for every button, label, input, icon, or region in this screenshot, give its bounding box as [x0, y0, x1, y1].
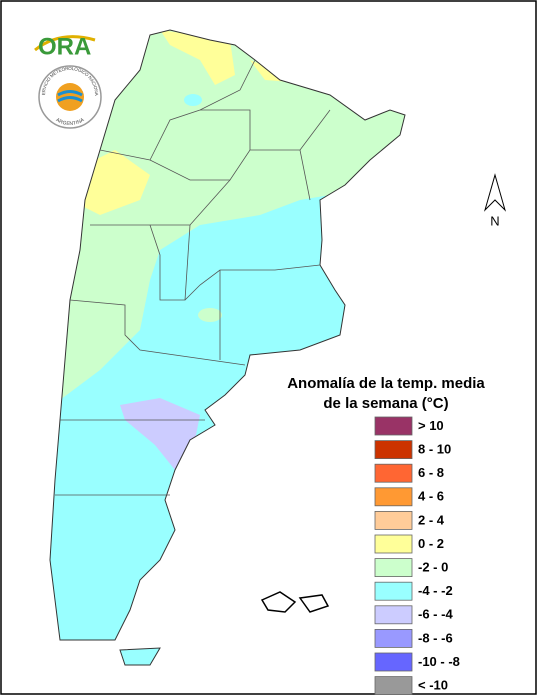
legend-label: 6 - 8	[418, 465, 444, 480]
falkland-islands	[260, 591, 330, 613]
legend-label: -10 - -8	[418, 654, 460, 669]
country-outline	[49, 29, 406, 641]
legend-label: 4 - 6	[418, 489, 444, 504]
legend-label: 2 - 4	[418, 512, 445, 527]
legend-swatch	[374, 605, 413, 625]
legend-swatch	[374, 510, 413, 530]
legend-label: 8 - 10	[418, 442, 451, 457]
logo-swoosh	[34, 35, 96, 52]
legend-swatch	[374, 440, 413, 460]
legend-swatch	[374, 534, 413, 554]
legend-label: < -10	[418, 678, 448, 693]
logo-text: ORA	[38, 33, 91, 60]
legend-swatch	[374, 629, 413, 648]
seal-waves	[57, 90, 83, 103]
legend-title: Anomalía de la temp. media	[287, 375, 485, 392]
legend-swatch	[374, 463, 413, 483]
legend-label: -4 - -2	[418, 583, 453, 598]
legend-swatch	[374, 581, 413, 601]
legend-swatch	[374, 676, 413, 695]
legend-label: > 10	[418, 418, 444, 433]
north-arrow	[483, 173, 507, 212]
north-label: N	[490, 213, 499, 228]
legend-label: -8 - -6	[418, 630, 453, 645]
legend-title: de la semana (°C)	[323, 395, 448, 412]
legend: Anomalía de la temp. media de la semana (…	[287, 375, 485, 695]
legend-swatch	[374, 652, 413, 672]
legend-label: -2 - 0	[418, 560, 448, 575]
legend-swatch	[374, 487, 413, 507]
legend-swatch	[374, 416, 413, 436]
legend-label: 0 - 2	[418, 536, 444, 551]
legend-label: -6 - -4	[418, 607, 453, 622]
province-borders	[55, 59, 331, 496]
tierra-del-fuego	[119, 647, 161, 666]
legend-swatch	[374, 558, 413, 577]
seal-bottom-text: ARGENTINA	[54, 117, 86, 127]
